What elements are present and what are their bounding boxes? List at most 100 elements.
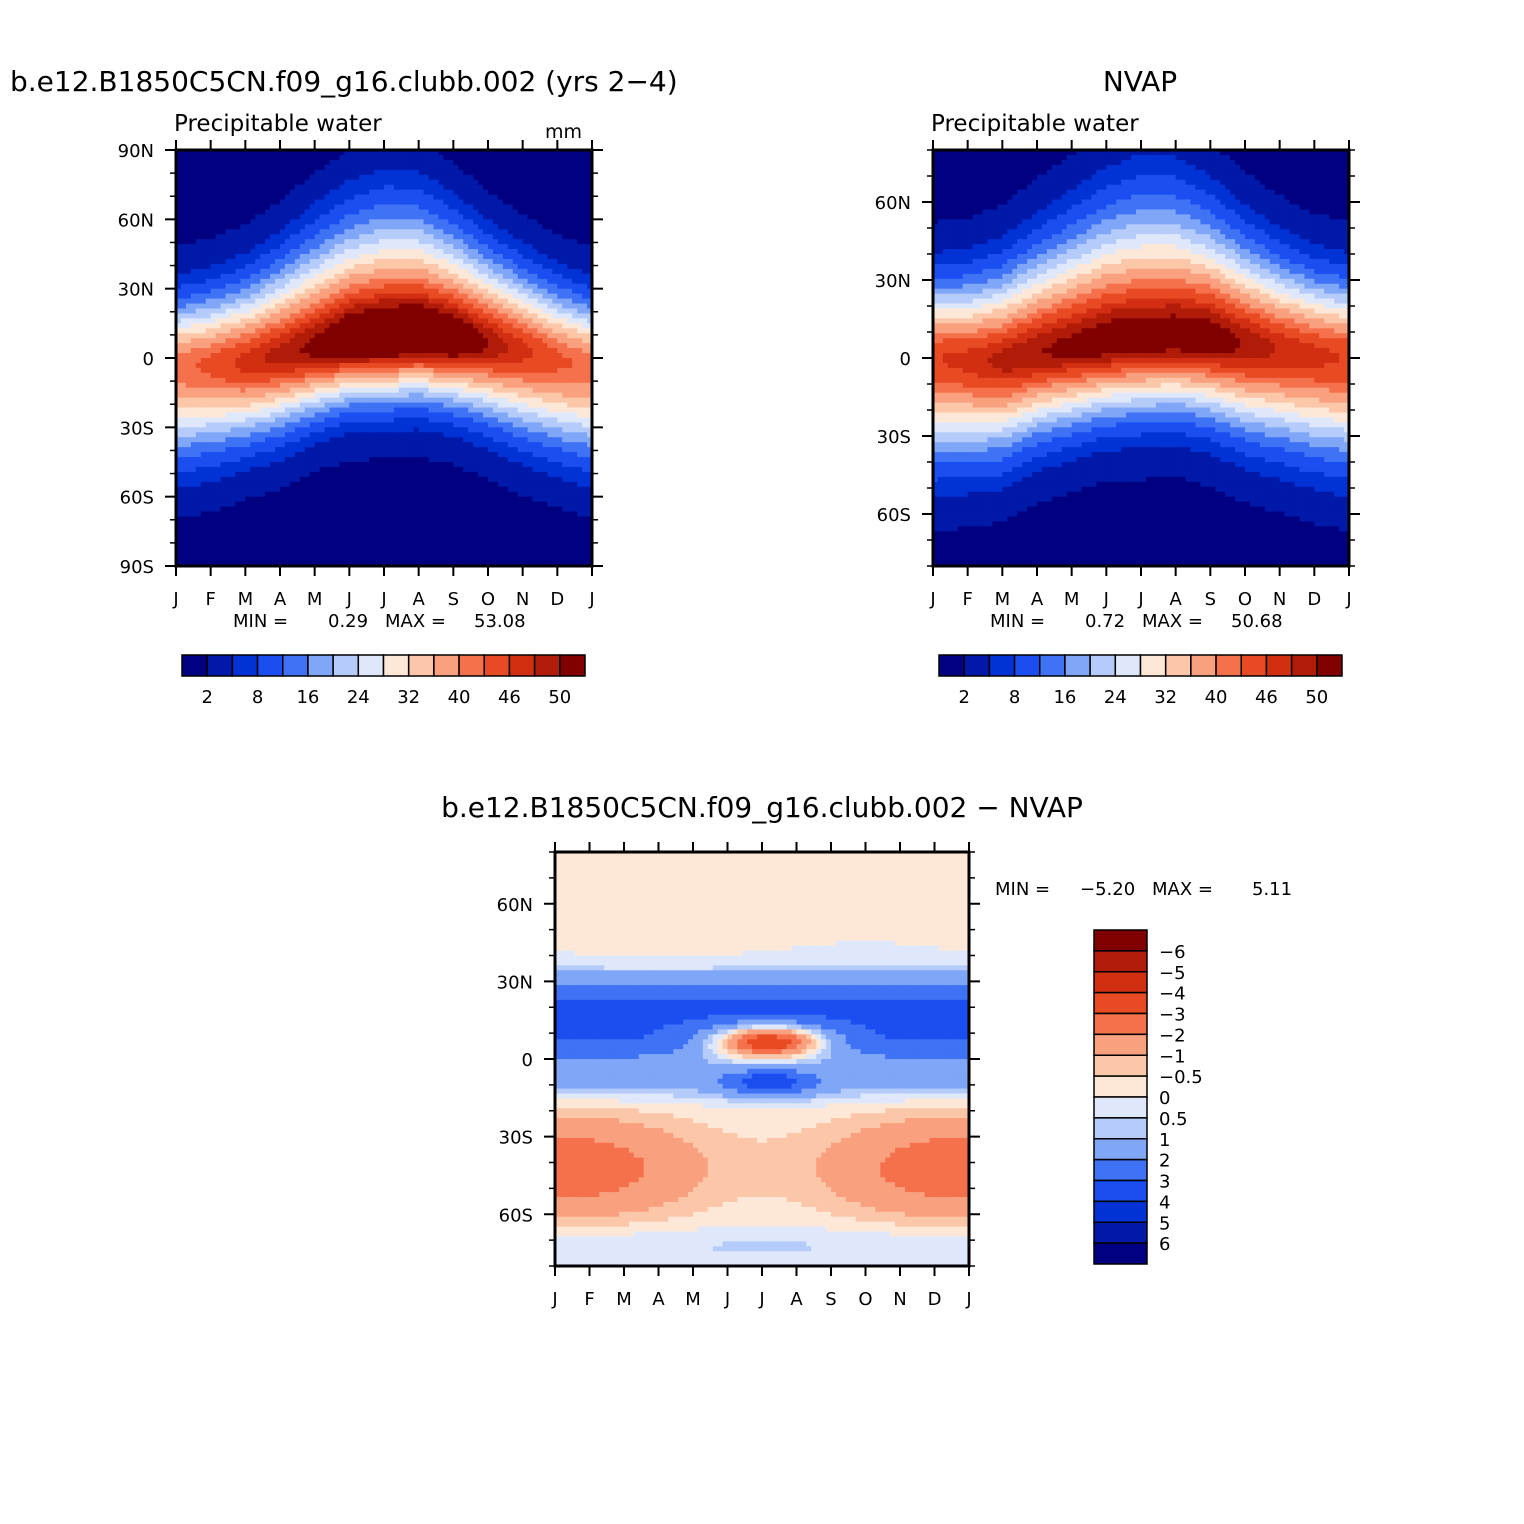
panel-model-cell bbox=[186, 427, 192, 433]
panel-model-cell bbox=[260, 304, 266, 310]
panel-model-cell bbox=[255, 160, 261, 166]
panel-model-cell bbox=[245, 447, 251, 453]
panel-model-cell bbox=[463, 294, 469, 300]
panel-model-cell bbox=[429, 412, 435, 418]
panel-model-cell bbox=[230, 155, 236, 161]
panel-model-cell bbox=[443, 170, 449, 176]
panel-model-cell bbox=[265, 323, 271, 329]
panel-model-cell bbox=[230, 541, 236, 547]
panel-model-cell bbox=[300, 343, 306, 349]
panel-model-cell bbox=[429, 447, 435, 453]
panel-model-cell bbox=[339, 393, 345, 399]
panel-model-cell bbox=[458, 457, 464, 463]
panel-model-cell bbox=[211, 447, 217, 453]
panel-model-cell bbox=[250, 398, 256, 404]
panel-model-cell bbox=[221, 427, 227, 433]
panel-model-cell bbox=[379, 185, 385, 191]
panel-model-cell bbox=[206, 502, 212, 508]
panel-model-cell bbox=[458, 294, 464, 300]
panel-model-cell bbox=[280, 546, 286, 552]
panel-model-cell bbox=[463, 393, 469, 399]
panel-model-cell bbox=[295, 457, 301, 463]
panel-model-cell bbox=[285, 264, 291, 270]
panel-model-cell bbox=[201, 417, 207, 423]
panel-model-cell bbox=[230, 556, 236, 562]
panel-model-cell bbox=[310, 422, 316, 428]
panel-model-cell bbox=[221, 492, 227, 498]
panel-model-cell bbox=[443, 239, 449, 245]
panel-model-cell bbox=[206, 180, 212, 186]
panel-model-cell bbox=[334, 422, 340, 428]
panel-model-cell bbox=[404, 328, 410, 334]
panel-model-cell bbox=[315, 348, 321, 354]
panel-model-cell bbox=[453, 160, 459, 166]
panel-model-cell bbox=[255, 422, 261, 428]
panel-model-cell bbox=[226, 472, 232, 478]
panel-model-cell bbox=[265, 239, 271, 245]
panel-model-cell bbox=[399, 209, 405, 215]
panel-model-cell bbox=[344, 170, 350, 176]
panel-model-cell bbox=[399, 358, 405, 364]
panel-model-cell bbox=[453, 170, 459, 176]
panel-model-cell bbox=[389, 328, 395, 334]
panel-model-cell bbox=[265, 482, 271, 488]
panel-model-cell bbox=[443, 195, 449, 201]
panel-model-cell bbox=[315, 403, 321, 409]
panel-model-cell bbox=[325, 417, 331, 423]
panel-model-cell bbox=[201, 551, 207, 557]
panel-model-cell bbox=[354, 526, 360, 532]
panel-model-cell bbox=[290, 393, 296, 399]
panel-model-cell bbox=[211, 304, 217, 310]
panel-model-cell bbox=[419, 254, 425, 260]
panel-model-cell bbox=[443, 403, 449, 409]
panel-model-cell bbox=[221, 487, 227, 493]
panel-model-cell bbox=[186, 442, 192, 448]
panel-model-cell bbox=[305, 363, 311, 369]
panel-model-cell bbox=[354, 531, 360, 537]
panel-model-cell bbox=[186, 497, 192, 503]
panel-model-cell bbox=[399, 551, 405, 557]
panel-model-cell bbox=[458, 442, 464, 448]
panel-model-cell bbox=[221, 531, 227, 537]
panel-model-cell bbox=[458, 229, 464, 235]
panel-model-cell bbox=[221, 393, 227, 399]
panel-model-cell bbox=[295, 378, 301, 384]
panel-model-cell bbox=[448, 284, 454, 290]
panel-model-cell bbox=[320, 373, 326, 379]
panel-model-cell bbox=[245, 249, 251, 255]
panel-model-cell bbox=[191, 264, 197, 270]
panel-model-cell bbox=[404, 224, 410, 230]
panel-model-cell bbox=[384, 313, 390, 319]
panel-model-cell bbox=[206, 373, 212, 379]
panel-model-cell bbox=[235, 170, 241, 176]
panel-model-cell bbox=[424, 442, 430, 448]
panel-model-cell bbox=[369, 378, 375, 384]
panel-model-cell bbox=[295, 269, 301, 275]
panel-model-cell bbox=[414, 512, 420, 518]
panel-model-cell bbox=[344, 165, 350, 171]
panel-model-cell bbox=[399, 452, 405, 458]
panel-model-cell bbox=[295, 185, 301, 191]
panel-model-cell bbox=[414, 467, 420, 473]
panel-model-cell bbox=[434, 333, 440, 339]
panel-model-cell bbox=[364, 502, 370, 508]
panel-model-cell bbox=[265, 244, 271, 250]
panel-model-cell bbox=[206, 323, 212, 329]
panel-model-cell bbox=[339, 536, 345, 542]
panel-model-cell bbox=[181, 264, 187, 270]
panel-model-cell bbox=[235, 294, 241, 300]
panel-model-cell bbox=[384, 512, 390, 518]
panel-model-cell bbox=[369, 388, 375, 394]
panel-model-cell bbox=[364, 165, 370, 171]
panel-model-cell bbox=[443, 299, 449, 305]
panel-model-cell bbox=[354, 269, 360, 275]
panel-model-cell bbox=[230, 165, 236, 171]
panel-model-cell bbox=[374, 175, 380, 181]
panel-model-cell bbox=[201, 239, 207, 245]
panel-model-cell bbox=[250, 393, 256, 399]
panel-model-cell bbox=[330, 264, 336, 270]
panel-model-cell bbox=[399, 308, 405, 314]
panel-model-cell bbox=[384, 417, 390, 423]
panel-model-cell bbox=[245, 526, 251, 532]
panel-model-cell bbox=[245, 521, 251, 527]
